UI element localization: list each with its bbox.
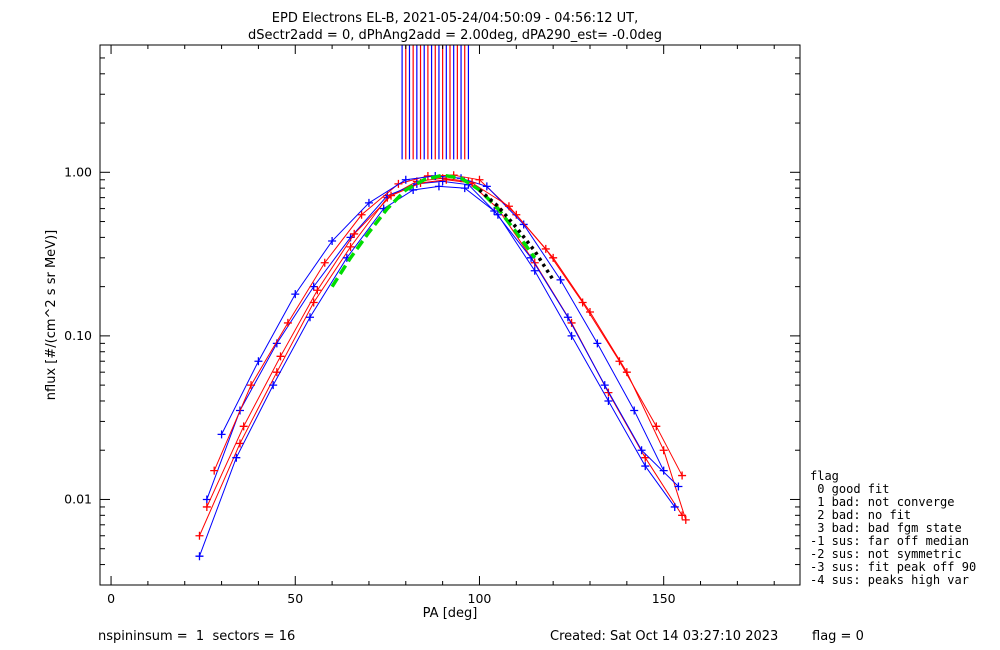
data-point	[556, 275, 565, 284]
data-point	[387, 191, 396, 200]
data-point	[328, 237, 337, 246]
x-tick-label: 50	[287, 591, 303, 606]
data-point	[313, 286, 322, 295]
data-point	[493, 210, 502, 219]
data-point	[490, 206, 499, 215]
data-point	[350, 229, 359, 238]
data-point	[247, 381, 256, 390]
data-point	[530, 266, 539, 275]
data-point	[202, 502, 211, 511]
data-point	[202, 495, 211, 504]
data-point	[519, 220, 528, 229]
legend-title: flag	[810, 469, 839, 483]
legend-item: 2 bad: no fit	[810, 508, 911, 522]
data-point	[254, 357, 263, 366]
data-point	[504, 202, 513, 211]
legend-item: -2 sus: not symmetric	[810, 547, 962, 561]
data-point	[541, 244, 550, 253]
data-point	[630, 406, 639, 415]
data-point	[567, 331, 576, 340]
data-point	[309, 282, 318, 291]
data-point	[530, 258, 539, 267]
data-point	[269, 381, 278, 390]
data-point	[674, 482, 683, 491]
data-point	[272, 368, 281, 377]
fit-curve	[478, 188, 555, 281]
footer-flag: flag = 0	[812, 629, 864, 644]
legend-item: 3 bad: bad fgm state	[810, 521, 962, 535]
plot-frame	[99, 44, 801, 586]
footer-spin-info: nspininsum = 1 sectors = 16	[98, 629, 295, 644]
data-point	[604, 396, 613, 405]
data-point	[401, 175, 410, 184]
data-point	[637, 446, 646, 455]
y-tick-label: 1.00	[64, 164, 92, 179]
x-tick-label: 0	[107, 591, 115, 606]
data-point	[615, 357, 624, 366]
data-point	[195, 531, 204, 540]
data-point	[236, 439, 244, 448]
data-point	[423, 171, 432, 180]
data-point	[364, 198, 373, 207]
data-point	[578, 298, 587, 307]
data-point	[652, 422, 661, 431]
data-point	[320, 258, 329, 267]
data-point	[670, 502, 679, 511]
y-tick-label: 0.10	[64, 328, 92, 343]
x-tick-label: 150	[652, 591, 676, 606]
data-point	[357, 210, 366, 219]
y-tick-label: 0.01	[64, 491, 92, 506]
data-point	[659, 466, 668, 475]
data-point	[600, 381, 609, 390]
legend: flag 0 good fit 1 bad: not converge 2 ba…	[810, 469, 976, 587]
chart-title-line2: dSectr2add = 0, dPhAng2add = 2.00deg, dP…	[248, 28, 662, 43]
data-point	[468, 179, 477, 188]
data-point	[460, 184, 469, 193]
footer-created: Created: Sat Oct 14 03:27:10 2023	[550, 629, 778, 644]
legend-item: -4 sus: peaks high var	[810, 573, 969, 587]
data-point	[276, 352, 285, 361]
legend-item: -1 sus: far off median	[810, 534, 969, 548]
x-axis-label: PA [deg]	[423, 606, 478, 621]
legend-item: 0 good fit	[810, 482, 889, 496]
data-point	[239, 422, 248, 431]
data-point	[641, 462, 650, 471]
series-line	[199, 177, 683, 536]
data-point	[482, 182, 491, 191]
data-point	[346, 242, 355, 251]
data-point	[659, 446, 668, 455]
data-point	[641, 453, 650, 462]
legend-item: -3 sus: fit peak off 90	[810, 560, 976, 574]
data-point	[232, 453, 241, 462]
data-point	[475, 175, 484, 184]
data-point	[217, 430, 226, 439]
legend-item: 1 bad: not converge	[810, 495, 955, 509]
data-point	[563, 313, 572, 322]
data-point	[567, 318, 576, 327]
data-point	[306, 313, 314, 322]
y-axis-label: nflux [#/(cm^2 s sr MeV)]	[44, 230, 59, 400]
chart-title-line1: EPD Electrons EL-B, 2021-05-24/04:50:09 …	[272, 11, 638, 26]
data-point	[681, 515, 690, 524]
data-point	[283, 318, 292, 327]
x-tick-label: 100	[468, 591, 492, 606]
data-point	[678, 471, 687, 480]
data-point	[195, 552, 204, 561]
data-point	[593, 339, 602, 348]
series-line	[199, 185, 679, 557]
data-point	[438, 177, 447, 186]
data-point	[434, 182, 443, 191]
fit-curve	[330, 173, 537, 288]
data-point	[291, 290, 300, 299]
data-point	[210, 466, 219, 475]
